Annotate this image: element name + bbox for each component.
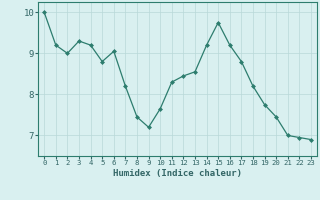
X-axis label: Humidex (Indice chaleur): Humidex (Indice chaleur) [113, 169, 242, 178]
